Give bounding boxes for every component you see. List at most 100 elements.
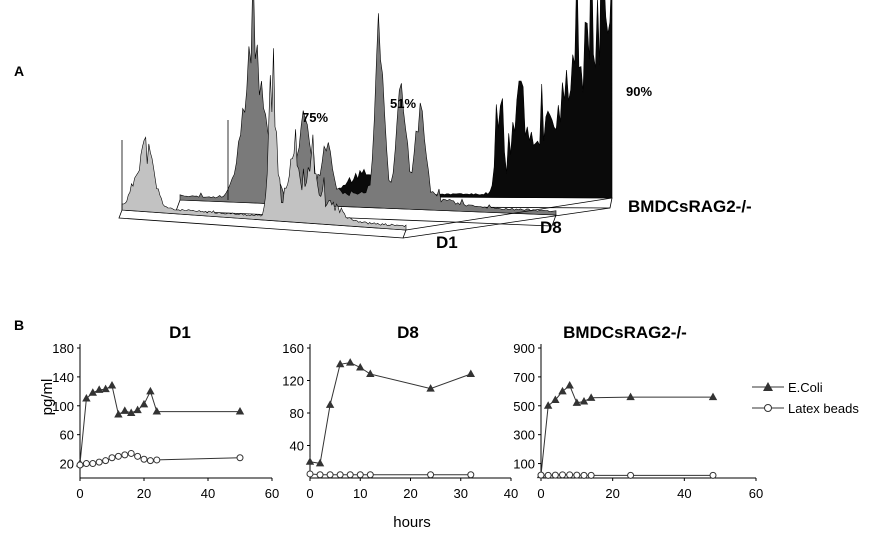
chart-bmdcsrag2-title: BMDCsRAG2-/- (563, 323, 687, 342)
point-ecoli (346, 358, 355, 366)
track-label-d8: D8 (540, 218, 562, 237)
x-tick-label: 60 (265, 486, 279, 501)
series-line-latex (309, 473, 471, 476)
point-ecoli (335, 359, 345, 368)
point-latex (95, 458, 103, 466)
y-tick-label: 140 (52, 370, 74, 385)
y-tick-label: 500 (513, 399, 535, 414)
y-tick-label: 100 (513, 457, 535, 472)
point-latex (134, 452, 142, 460)
point-ecoli (356, 363, 365, 371)
percent-bmdcsrag2: 90% (626, 84, 652, 99)
point-ecoli (101, 384, 110, 393)
point-latex (82, 460, 90, 468)
point-ecoli (551, 395, 560, 403)
x-tick-label: 30 (454, 486, 468, 501)
depth-line-bottom (402, 207, 611, 239)
panel-b-letter: B (14, 317, 24, 333)
histogram-d1 (121, 48, 407, 231)
track-label-d1: D1 (436, 233, 458, 252)
point-latex (467, 471, 475, 479)
point-ecoli (543, 401, 553, 409)
point-ecoli (133, 405, 142, 414)
point-latex (153, 456, 161, 464)
legend-label-ecoli: E.Coli (788, 380, 823, 395)
point-latex (316, 471, 324, 479)
point-latex (573, 471, 581, 479)
point-latex (236, 454, 244, 462)
point-ecoli (127, 408, 136, 416)
series-line-ecoli (309, 362, 471, 464)
point-ecoli (586, 393, 596, 401)
point-ecoli (366, 369, 375, 377)
point-latex (580, 471, 588, 479)
percent-d8: 51% (390, 96, 416, 111)
x-tick-label: 10 (353, 486, 367, 501)
point-ecoli (139, 399, 149, 408)
point-ecoli (95, 385, 104, 393)
x-tick-label: 0 (76, 486, 83, 501)
point-ecoli (146, 386, 155, 395)
point-ecoli (558, 386, 567, 395)
point-ecoli (114, 409, 123, 418)
point-latex (366, 471, 374, 479)
point-ecoli (305, 457, 315, 465)
point-ecoli (579, 396, 589, 405)
y-tick-label: 900 (513, 341, 535, 356)
point-latex (627, 471, 635, 479)
point-latex (346, 471, 354, 479)
x-tick-label: 20 (605, 486, 619, 501)
legend-triangle-icon (763, 382, 773, 391)
y-tick-label: 40 (290, 439, 304, 454)
point-ecoli (235, 407, 245, 415)
chart-d1-ylabel: pg/ml (39, 379, 56, 416)
y-tick-label: 180 (52, 341, 74, 356)
point-ecoli (82, 394, 91, 402)
x-tick-label: 60 (749, 486, 763, 501)
point-latex (121, 451, 129, 459)
point-latex (89, 460, 97, 468)
panel-a-histograms: 75% 51% 90% D1 D8 BMDCsRAG2-/- (118, 0, 752, 252)
point-latex (326, 471, 334, 479)
point-latex (709, 471, 717, 479)
x-tick-label: 0 (306, 486, 313, 501)
point-ecoli (565, 381, 574, 389)
y-tick-label: 120 (282, 374, 304, 389)
track-label-bmdcsrag2: BMDCsRAG2-/- (628, 197, 752, 216)
point-ecoli (466, 369, 475, 377)
y-tick-label: 700 (513, 370, 535, 385)
x-tick-label: 0 (537, 486, 544, 501)
legend: E.Coli Latex beads (752, 380, 859, 416)
point-latex (146, 457, 154, 465)
y-tick-label: 100 (52, 399, 74, 414)
point-latex (140, 455, 148, 463)
point-latex (114, 452, 122, 460)
point-latex (76, 461, 84, 469)
x-tick-label: 20 (403, 486, 417, 501)
point-latex (108, 454, 116, 462)
point-ecoli (107, 381, 117, 389)
point-latex (427, 471, 435, 479)
point-latex (356, 471, 364, 479)
chart-d1-title: D1 (169, 323, 191, 342)
point-latex (102, 457, 110, 465)
chart-d8-title: D8 (397, 323, 419, 342)
y-tick-label: 300 (513, 428, 535, 443)
y-tick-label: 160 (282, 341, 304, 356)
chart-bmdcsrag2: BMDCsRAG2-/- 100 300 500 700 900 0 20 40 60 (513, 323, 763, 501)
point-latex (537, 471, 545, 479)
legend-circle-icon (764, 404, 772, 412)
panel-a-letter: A (14, 63, 24, 79)
y-tick-label: 60 (60, 428, 74, 443)
x-tick-label: 40 (504, 486, 518, 501)
x-tick-label: 40 (201, 486, 215, 501)
x-tick-label: 40 (677, 486, 691, 501)
percent-d1: 75% (302, 110, 328, 125)
y-tick-label: 80 (290, 406, 304, 421)
series-line-ecoli (79, 384, 240, 464)
point-ecoli (120, 406, 129, 414)
point-latex (306, 470, 314, 478)
point-ecoli (325, 400, 335, 408)
